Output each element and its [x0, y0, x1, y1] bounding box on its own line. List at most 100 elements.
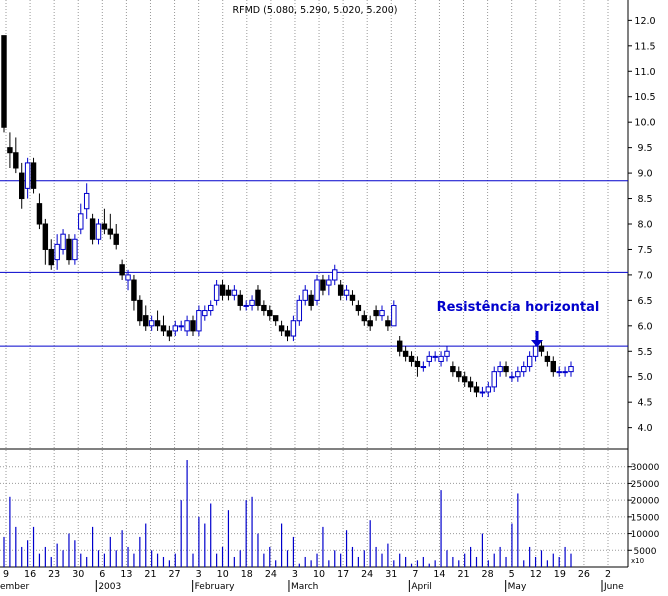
date-tick-label: 31	[385, 569, 397, 580]
candle-up	[379, 310, 385, 317]
candle-up	[532, 345, 539, 357]
date-tick-label: 13	[120, 569, 132, 580]
candle-down	[166, 330, 173, 337]
price-tick-label: 5.0	[637, 372, 652, 383]
volume-tick-label: 25000	[631, 480, 660, 490]
candle-up	[432, 355, 438, 358]
candle-up	[314, 279, 320, 301]
candle-down	[461, 376, 468, 383]
date-tick-label: 2	[605, 569, 611, 580]
candle-up	[148, 320, 155, 327]
candle-up	[125, 274, 131, 281]
candle-up	[526, 355, 533, 368]
date-tick-label: 10	[313, 569, 325, 580]
price-axis: 4.0 4.5 5.0 5.5 6.0 6.5 7.0 7.5 8.0 8.5 9.0 9.5 10.0…	[628, 16, 656, 434]
date-tick-label: 16	[24, 569, 36, 580]
candle-up	[60, 233, 66, 250]
candle-up	[196, 310, 202, 332]
candle-down	[13, 152, 19, 169]
price-tick-label: 11.0	[634, 67, 655, 78]
price-tick-label: 8.0	[637, 220, 652, 231]
candle-up	[332, 269, 338, 281]
candle-up	[509, 376, 515, 379]
date-tick-label: 3	[196, 569, 202, 580]
candle-up	[213, 284, 220, 301]
candle-up	[391, 304, 397, 327]
price-tick-label: 7.5	[637, 245, 652, 256]
candle-down	[19, 172, 25, 200]
candle-up	[78, 213, 84, 230]
candle-down	[261, 304, 267, 312]
candle-down	[367, 320, 373, 327]
arrow-head	[531, 340, 543, 347]
price-tick-label: 7.0	[637, 270, 652, 281]
candle-up	[208, 304, 214, 312]
candle-down	[538, 345, 545, 352]
candle-down	[503, 366, 509, 373]
candle-down	[66, 238, 72, 261]
candle-up	[438, 355, 444, 362]
month-label: 2003	[98, 582, 121, 592]
candle-up	[202, 310, 208, 317]
candle-down	[361, 315, 367, 322]
candle-down	[237, 294, 243, 306]
price-tick-label: 10.0	[634, 118, 655, 129]
volume-tick-label: 15000	[631, 513, 660, 523]
candle-down	[1, 35, 7, 128]
candle-down	[278, 325, 285, 332]
candle-up	[178, 325, 184, 328]
candle-up	[568, 366, 574, 373]
candle-up	[497, 366, 503, 373]
candle-down	[107, 228, 114, 235]
candle-up	[243, 304, 249, 307]
price-tick-label: 9.0	[637, 169, 652, 180]
annotation-arrow-icon	[531, 331, 543, 347]
candle-down	[284, 330, 291, 337]
candle-down	[137, 299, 143, 322]
candle-down	[385, 320, 391, 327]
date-tick-label: 24	[265, 569, 277, 580]
candle-up	[562, 371, 568, 374]
candle-down	[7, 147, 13, 154]
candle-up	[302, 289, 308, 301]
month-label: April	[411, 582, 432, 592]
candle-down	[267, 310, 273, 317]
candle-up	[231, 289, 238, 296]
price-tick-label: 5.5	[637, 347, 652, 358]
candle-up	[556, 371, 562, 374]
candle-up	[249, 299, 255, 306]
date-tick-label: 3	[292, 569, 298, 580]
volume-tick-label: 10000	[631, 530, 660, 540]
price-tick-label: 6.0	[637, 321, 652, 332]
candle-down	[131, 279, 137, 301]
date-tick-label: 18	[241, 569, 253, 580]
candle-up	[83, 192, 90, 210]
candle-down	[373, 310, 379, 317]
price-tick-label: 8.5	[637, 194, 652, 205]
date-tick-label: 21	[144, 569, 156, 580]
volume-multiplier-label: x10	[631, 557, 644, 565]
candle-down	[101, 223, 108, 230]
candle-down	[30, 162, 37, 189]
month-label: May	[508, 582, 527, 592]
candle-down	[48, 248, 54, 266]
price-tick-label: 4.0	[637, 423, 652, 434]
candle-down	[225, 289, 232, 296]
candle-down	[160, 325, 167, 332]
date-tick-label: 10	[217, 569, 229, 580]
candle-down	[337, 284, 344, 296]
date-tick-label: 7	[412, 569, 418, 580]
candle-down	[89, 218, 96, 240]
price-tick-label: 9.5	[637, 143, 652, 154]
date-axis: 9 16 23 30 6 13 21 27 3 10 18 24 3 10 17 24 31 7 14 21 28 5 12…	[0, 569, 624, 592]
price-tick-label: 6.5	[637, 296, 652, 307]
candle-up	[184, 320, 190, 332]
month-label: March	[291, 582, 318, 592]
candle-up	[290, 320, 297, 337]
candle-down	[473, 386, 480, 393]
volume-tick-label: 5000	[634, 547, 657, 557]
candle-up	[343, 289, 350, 296]
date-tick-label: 14	[433, 569, 445, 580]
